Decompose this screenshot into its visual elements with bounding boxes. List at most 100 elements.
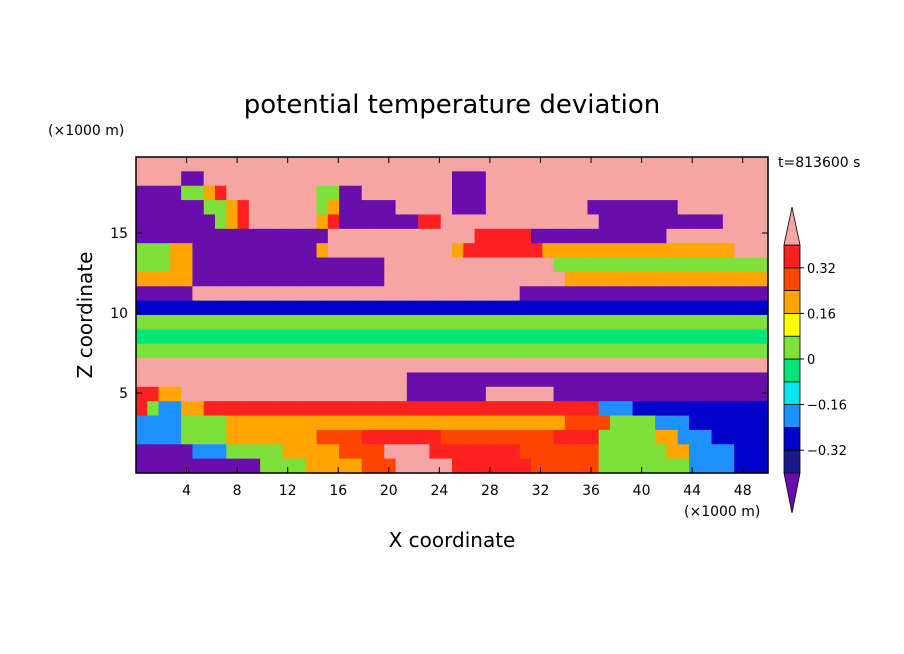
x-tick-label: 16 [329,483,347,499]
field-cell [722,401,735,417]
field-cell [384,171,397,187]
field-cell [689,458,701,474]
field-cell [373,171,385,187]
field-cell [542,444,555,460]
field-cell [576,343,589,359]
field-cell [429,343,442,359]
field-cell [181,444,194,460]
field-cell [237,444,250,460]
field-cell [282,214,295,230]
field-cell [497,200,510,216]
field-cell [192,200,205,216]
field-cell [745,300,758,316]
field-cell [564,386,577,402]
field-cell [643,329,656,345]
field-cell [395,401,408,417]
field-cell [531,415,543,431]
field-cell [136,315,148,330]
field-cell [666,415,679,431]
field-cell [485,315,498,330]
field-cell [169,415,182,431]
field-cell [361,329,374,345]
field-cell [203,329,216,345]
field-cell [666,171,679,187]
field-cell [169,300,182,316]
field-cell [395,228,408,244]
field-cell [418,214,431,230]
field-cell [418,286,431,302]
field-cell [226,214,239,230]
field-cell [598,300,611,316]
field-cell [271,343,284,359]
field-cell [576,243,589,259]
field-cell [643,358,656,374]
field-cell [316,214,329,230]
field-cell [756,200,769,216]
field-cell [192,286,205,302]
field-cell [722,228,735,244]
x-tick-label: 12 [279,483,297,499]
field-cell [418,372,431,388]
field-cell [598,243,611,259]
field-cell [643,386,656,402]
field-cell [282,171,295,187]
field-cell [158,401,171,417]
field-cell [587,286,600,302]
field-cell [373,315,385,330]
field-cell [643,200,656,216]
field-cell [576,386,589,402]
field-cell [564,415,577,431]
colorbar-band [783,449,801,474]
colorbar-band [783,290,801,314]
field-cell [587,300,600,316]
field-cell [203,343,216,359]
field-cell [531,271,543,287]
field-cell [384,415,397,431]
field-cell [632,358,645,374]
field-cell [406,214,419,230]
field-cell [147,228,160,244]
field-cell [621,286,634,302]
field-cell [655,343,668,359]
colorbar-extend-top [783,206,801,246]
field-cell [689,372,701,388]
field-cell [677,444,690,460]
field-cell [666,257,679,273]
field-cell [553,315,566,330]
field-cell [531,358,543,374]
field-cell [373,214,385,230]
field-cell [271,401,284,417]
field-cell [395,171,408,187]
field-cell [282,358,295,374]
field-cell [485,372,498,388]
field-cell [237,286,250,302]
field-cell [260,429,273,445]
field-cell [531,329,543,345]
field-cell [237,415,250,431]
field-cell [689,300,701,316]
y-axis: 5 10 15 [110,226,768,402]
field-cell [463,200,476,216]
field-cell [621,257,634,273]
field-cell [485,157,498,172]
field-cell [711,300,724,316]
field-cell [734,429,747,445]
field-cell [700,401,713,417]
field-cell [282,372,295,388]
field-cell [203,185,216,201]
field-cell [169,257,182,273]
field-cell [700,214,713,230]
field-cell [531,401,543,417]
field-cell [147,243,160,259]
field-cell [508,458,521,474]
field-cell [734,243,747,259]
field-cell [147,386,160,402]
field-cell [203,171,216,187]
field-cell [384,343,397,359]
field-cell [339,329,352,345]
field-cell [418,444,431,460]
field-cell [587,271,600,287]
field-cell [226,329,239,345]
field-cell [350,157,363,172]
field-cell [756,358,769,374]
